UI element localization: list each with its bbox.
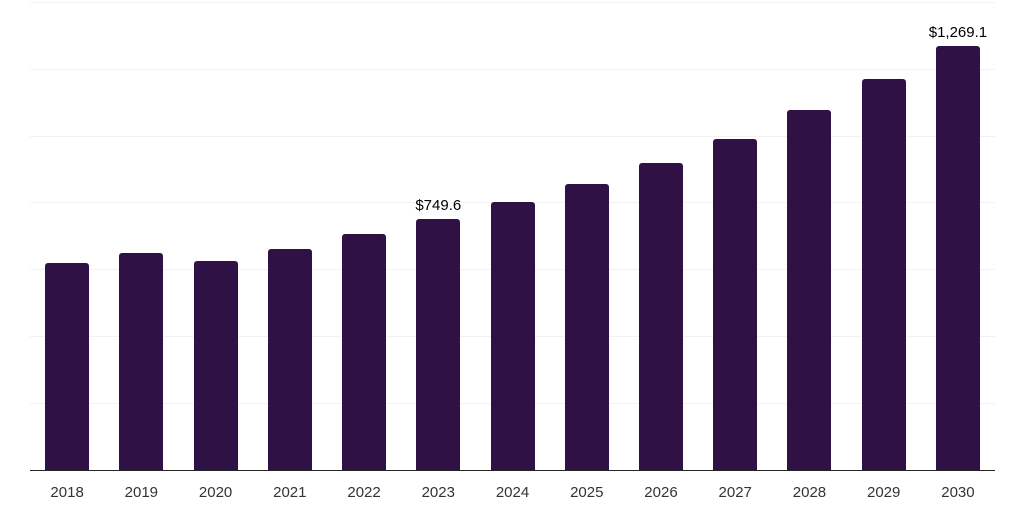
bar-column-2025 — [550, 2, 624, 470]
bar-column-2026 — [624, 2, 698, 470]
gridline-1000 — [30, 135, 995, 137]
x-tick-2024: 2024 — [495, 484, 530, 501]
bar-column-2021 — [253, 2, 327, 470]
bar-column-2020 — [178, 2, 252, 470]
gridline-1200 — [30, 68, 995, 70]
bar-2019 — [119, 253, 164, 470]
bar-2030 — [935, 45, 980, 470]
x-tick-2029: 2029 — [867, 484, 901, 501]
bar-column-2019 — [104, 2, 178, 470]
bar-2022 — [342, 233, 387, 470]
bar-2025 — [564, 184, 609, 470]
plot-area: $749.6 $1,269.1 — [30, 2, 995, 471]
x-tick-2028: 2028 — [792, 484, 827, 501]
x-axis-labels: 2018 2019 2020 2021 2022 2023 2024 2025 2026 2027… — [30, 483, 995, 503]
bars: $749.6 $1,269.1 — [30, 2, 995, 470]
x-tick-2030: 2030 — [941, 484, 975, 501]
gridline-1400 — [30, 2, 995, 3]
bar-2018 — [45, 263, 90, 470]
bar-2024 — [490, 202, 535, 470]
bar-column-2029 — [847, 2, 921, 470]
x-tick-2027: 2027 — [718, 484, 752, 501]
bar-column-2023: $749.6 — [401, 2, 475, 470]
x-tick-2026: 2026 — [644, 484, 678, 501]
bar-column-2028 — [772, 2, 846, 470]
x-tick-2021: 2021 — [273, 484, 307, 501]
value-label-2023: $749.6 — [415, 197, 462, 215]
bar-column-2018 — [30, 2, 104, 470]
x-tick-2020: 2020 — [198, 484, 233, 501]
bar-column-2022 — [327, 2, 401, 470]
bar-2026 — [638, 162, 683, 470]
x-tick-2025: 2025 — [570, 484, 604, 501]
bar-column-2024 — [475, 2, 549, 470]
bar-2029 — [861, 79, 906, 470]
x-tick-2018: 2018 — [50, 484, 84, 501]
x-tick-2019: 2019 — [124, 484, 159, 501]
x-tick-2022: 2022 — [347, 484, 381, 501]
bar-2020 — [193, 261, 238, 470]
value-label-2030: $1,269.1 — [928, 23, 988, 41]
bar-2028 — [787, 110, 832, 470]
bar-column-2027 — [698, 2, 772, 470]
bar-2023 — [416, 219, 461, 470]
bar-2021 — [267, 248, 312, 470]
x-tick-2023: 2023 — [421, 484, 455, 501]
bar-2027 — [713, 138, 758, 470]
bar-column-2030: $1,269.1 — [921, 2, 995, 470]
